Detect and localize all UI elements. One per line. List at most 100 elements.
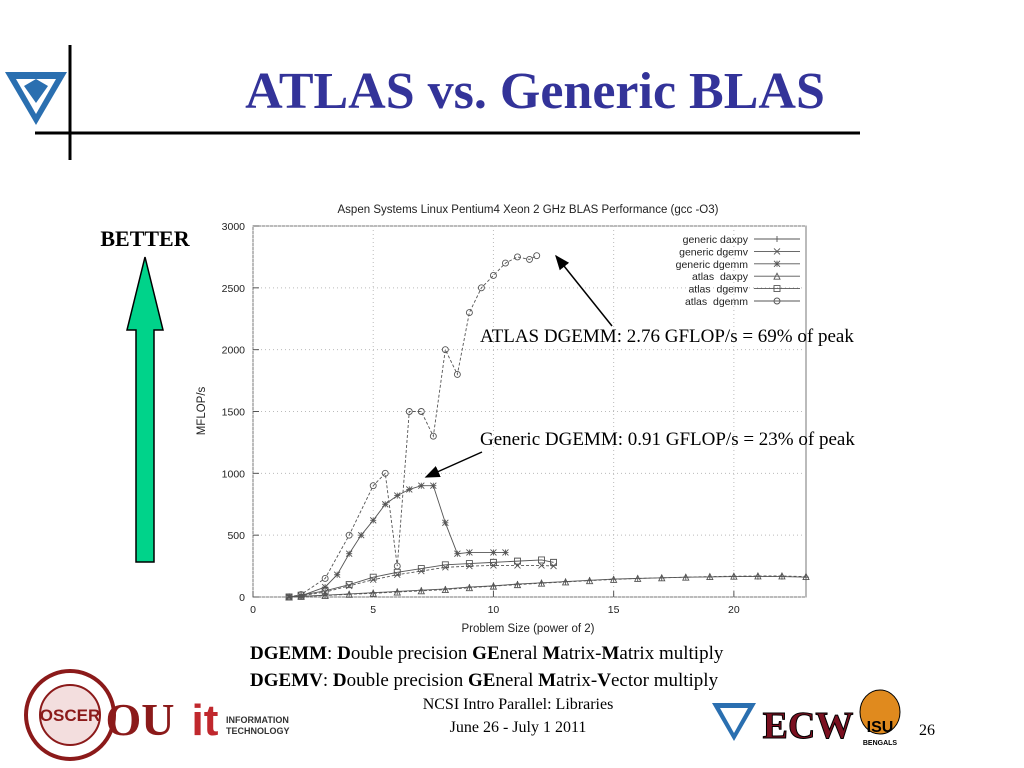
- definition-run: DGEMV: [250, 670, 323, 691]
- data-point: [585, 576, 594, 585]
- definition-run: DGEMM: [250, 643, 327, 664]
- legend-label: generic dgemv: [679, 246, 749, 258]
- data-point: [333, 571, 341, 579]
- legend-label: generic daxpy: [683, 234, 749, 246]
- x-tick-label: 15: [608, 604, 620, 616]
- data-point: [514, 562, 521, 569]
- data-point: [393, 492, 401, 499]
- legend-label: atlas dgemm: [685, 296, 748, 308]
- data-point: [489, 582, 498, 590]
- data-point: [633, 574, 642, 582]
- data-point: [441, 585, 450, 594]
- legend-marker: [774, 236, 780, 242]
- y-tick-label: 1000: [222, 468, 246, 480]
- data-point: [405, 408, 413, 415]
- logo-ou: OU: [106, 694, 175, 745]
- legend-marker: [773, 272, 781, 280]
- data-point: [429, 432, 437, 440]
- data-point: [513, 580, 522, 589]
- series-line: [288, 559, 554, 598]
- data-point: [502, 259, 509, 267]
- data-point: [369, 573, 377, 581]
- logo-text: TECHNOLOGY: [226, 726, 290, 736]
- data-point: [321, 591, 329, 599]
- definition-run: D: [333, 670, 347, 691]
- data-point: [802, 572, 810, 581]
- y-tick-label: 1500: [222, 407, 246, 419]
- data-point: [381, 469, 389, 477]
- logo-text: OSCER: [40, 706, 100, 725]
- definition-run: neral: [495, 670, 538, 691]
- definition: DGEMM: Double precision GEneral Matrix-M…: [250, 643, 724, 664]
- annotation-arrow: [424, 451, 483, 478]
- data-point: [345, 550, 353, 558]
- data-point: [514, 253, 521, 261]
- data-point: [453, 371, 461, 378]
- data-point: [441, 561, 449, 569]
- page-number: 26: [919, 722, 935, 739]
- slide-title: ATLAS vs. Generic BLAS: [245, 63, 825, 120]
- data-point: [430, 482, 437, 490]
- data-point: [417, 482, 425, 490]
- data-point: [730, 572, 738, 580]
- data-point: [345, 581, 353, 589]
- legend-marker: [773, 248, 781, 255]
- definition-run: V: [597, 670, 611, 691]
- data-point: [285, 593, 293, 601]
- legend-label: atlas daxpy: [692, 271, 749, 283]
- data-point: [369, 482, 377, 490]
- data-point: [369, 517, 377, 524]
- logo-isu: ISU BENGALS: [859, 689, 901, 747]
- data-point: [550, 558, 557, 566]
- data-point: [778, 571, 786, 580]
- data-point: [405, 486, 413, 493]
- logo-ecw: ECW: [763, 705, 854, 747]
- definition-run: ouble precision: [351, 643, 472, 664]
- data-point: [285, 593, 293, 601]
- y-axis-label: MFLOP/s: [196, 386, 208, 435]
- data-point: [514, 557, 521, 565]
- data-point: [345, 590, 353, 598]
- data-point: [538, 556, 545, 564]
- y-tick-label: 500: [227, 530, 245, 542]
- logo-oscer: OSCER: [24, 669, 116, 761]
- data-point: [561, 577, 570, 586]
- better-arrow: [126, 256, 164, 563]
- data-point: [442, 519, 449, 527]
- data-point: [393, 562, 401, 570]
- data-point: [465, 583, 474, 592]
- data-point: [682, 573, 690, 581]
- y-tick-label: 3000: [222, 221, 246, 233]
- chart-title: Aspen Systems Linux Pentium4 Xeon 2 GHz …: [338, 204, 719, 216]
- data-point: [321, 583, 329, 591]
- definition-run: M: [542, 643, 560, 664]
- data-point: [526, 256, 533, 263]
- x-tick-label: 5: [370, 604, 376, 616]
- definition-run: M: [601, 643, 619, 664]
- logo-text: ISU: [867, 719, 894, 736]
- definition-run: GE: [468, 670, 495, 691]
- legend-marker: [773, 260, 781, 268]
- data-point: [658, 573, 666, 582]
- data-point: [369, 589, 377, 597]
- legend-label: atlas dgemv: [688, 284, 748, 296]
- data-point: [550, 562, 557, 570]
- annotation: Generic DGEMM: 0.91 GFLOP/s = 23% of pea…: [480, 429, 855, 450]
- logo-it: it: [192, 696, 219, 745]
- series-line: [288, 255, 537, 598]
- data-point: [381, 500, 389, 508]
- data-point: [357, 531, 365, 539]
- x-tick-label: 20: [728, 604, 740, 616]
- logo-triangle: [5, 72, 67, 125]
- data-point: [754, 571, 762, 580]
- data-point: [441, 346, 449, 354]
- series-line: [289, 575, 807, 598]
- definition-run: atrix multiply: [619, 643, 723, 664]
- definition-run: ouble precision: [347, 670, 468, 691]
- data-point: [706, 572, 714, 581]
- data-point: [297, 592, 305, 600]
- definition-run: D: [337, 643, 351, 664]
- data-point: [454, 550, 461, 558]
- data-point: [321, 587, 329, 595]
- data-point: [297, 591, 305, 598]
